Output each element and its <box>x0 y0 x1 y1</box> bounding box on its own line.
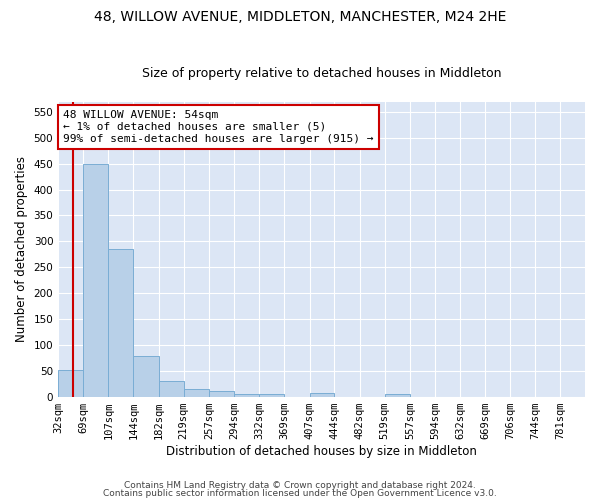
Bar <box>209 392 234 396</box>
Bar <box>159 381 184 396</box>
Bar <box>234 394 259 396</box>
Text: Contains HM Land Registry data © Crown copyright and database right 2024.: Contains HM Land Registry data © Crown c… <box>124 481 476 490</box>
Bar <box>58 370 83 396</box>
Bar <box>385 394 410 396</box>
Text: Contains public sector information licensed under the Open Government Licence v3: Contains public sector information licen… <box>103 488 497 498</box>
Y-axis label: Number of detached properties: Number of detached properties <box>15 156 28 342</box>
Title: Size of property relative to detached houses in Middleton: Size of property relative to detached ho… <box>142 66 502 80</box>
Bar <box>109 249 133 396</box>
Bar <box>310 393 334 396</box>
Bar <box>259 394 284 396</box>
Bar <box>184 389 209 396</box>
Text: 48, WILLOW AVENUE, MIDDLETON, MANCHESTER, M24 2HE: 48, WILLOW AVENUE, MIDDLETON, MANCHESTER… <box>94 10 506 24</box>
Bar <box>133 356 159 397</box>
Bar <box>83 164 109 396</box>
Text: 48 WILLOW AVENUE: 54sqm
← 1% of detached houses are smaller (5)
99% of semi-deta: 48 WILLOW AVENUE: 54sqm ← 1% of detached… <box>64 110 374 144</box>
X-axis label: Distribution of detached houses by size in Middleton: Distribution of detached houses by size … <box>166 444 477 458</box>
